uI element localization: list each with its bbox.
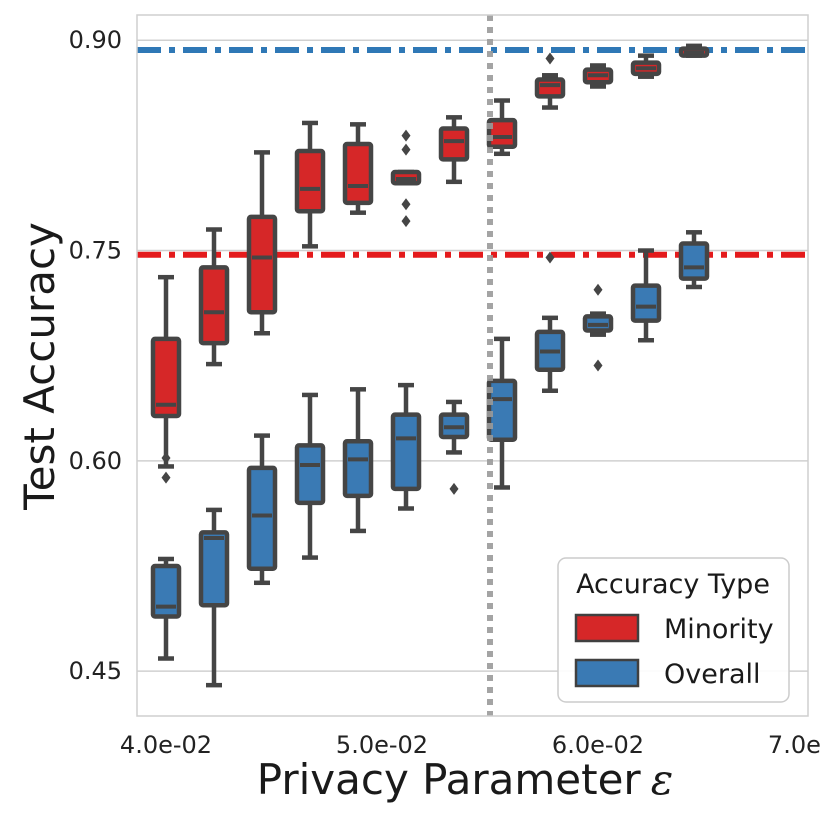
- outlier-point: [545, 251, 555, 264]
- legend-swatch-minority: [574, 613, 640, 643]
- box-minority: [582, 63, 614, 89]
- legend-title: Accuracy Type: [576, 569, 770, 600]
- box-body: [486, 378, 518, 443]
- legend-swatch-overall: [574, 658, 640, 688]
- box-body: [342, 141, 374, 206]
- x-tick-label: 7.0e-02: [768, 731, 822, 759]
- box-overall: [582, 283, 614, 372]
- box-minority: [342, 122, 374, 215]
- box-minority: [246, 150, 278, 336]
- box-body: [486, 117, 518, 150]
- box-body: [294, 443, 326, 506]
- box-minority: [294, 120, 326, 249]
- outlier-point: [449, 482, 459, 495]
- box-minority: [678, 43, 710, 58]
- box-overall: [198, 507, 230, 688]
- box-body: [630, 283, 662, 323]
- x-tick-label: 5.0e-02: [336, 731, 428, 759]
- box-overall: [438, 399, 470, 495]
- box-minority: [198, 227, 230, 367]
- box-body: [246, 214, 278, 315]
- y-tick-labels: 0.45 0.60 0.75 0.90: [69, 26, 122, 685]
- x-axis-title: Privacy Parameter ε: [257, 755, 673, 804]
- outlier-point: [401, 129, 411, 142]
- box-overall: [294, 392, 326, 560]
- box-overall: [630, 248, 662, 343]
- outlier-point: [161, 471, 171, 484]
- box-minority: [486, 98, 518, 157]
- box-overall: [246, 433, 278, 586]
- box-minority: [438, 115, 470, 185]
- outlier-point: [401, 143, 411, 156]
- outlier-point: [593, 283, 603, 296]
- x-tick-labels: 4.0e-02 5.0e-02 6.0e-02 7.0e-02: [120, 731, 822, 759]
- epsilon-symbol: ε: [651, 755, 674, 804]
- legend: Accuracy Type Minority Overall: [557, 557, 790, 703]
- box-overall: [150, 452, 182, 661]
- box-overall: [678, 230, 710, 290]
- y-tick-label: 0.75: [69, 237, 122, 265]
- x-tick-label: 6.0e-02: [552, 731, 644, 759]
- box-body: [534, 77, 566, 99]
- y-axis-title: Test Accuracy: [15, 222, 64, 511]
- box-overall: [390, 382, 422, 511]
- outlier-point: [401, 198, 411, 211]
- box-body: [246, 465, 278, 572]
- box-minority: [534, 52, 566, 110]
- box-overall: [486, 336, 518, 490]
- box-body: [198, 265, 230, 346]
- legend-label-minority: Minority: [664, 614, 774, 645]
- box-minority: [630, 53, 662, 79]
- box-body: [390, 412, 422, 492]
- y-tick-label: 0.45: [69, 657, 122, 685]
- outlier-point: [401, 215, 411, 228]
- box-body: [150, 563, 182, 619]
- box-body: [342, 438, 374, 499]
- box-body: [150, 336, 182, 419]
- box-minority: [150, 274, 182, 469]
- box-body: [678, 241, 710, 281]
- x-axis-title-text: Privacy Parameter: [257, 755, 642, 804]
- box-layer: [150, 43, 710, 688]
- box-minority: [390, 129, 422, 228]
- box-overall: [534, 251, 566, 393]
- legend-label-overall: Overall: [664, 659, 761, 690]
- box-body: [198, 530, 230, 608]
- outlier-point: [593, 359, 603, 372]
- box-body: [294, 148, 326, 214]
- box-overall: [342, 387, 374, 534]
- outlier-point: [161, 452, 171, 465]
- plot-frame: [136, 14, 809, 717]
- outlier-point: [545, 52, 555, 65]
- y-tick-label: 0.60: [69, 447, 122, 475]
- box-body: [438, 126, 470, 162]
- y-tick-label: 0.90: [69, 26, 122, 54]
- x-tick-label: 4.0e-02: [120, 731, 212, 759]
